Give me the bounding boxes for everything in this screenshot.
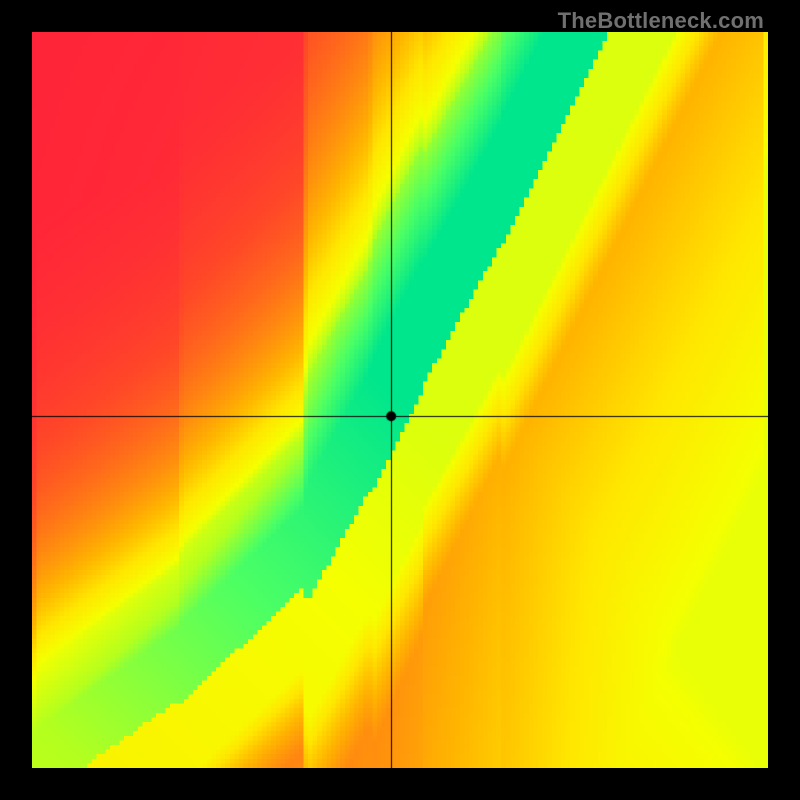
watermark-label: TheBottleneck.com: [558, 8, 764, 34]
chart-root: TheBottleneck.com: [0, 0, 800, 800]
crosshair-overlay: [32, 32, 768, 768]
